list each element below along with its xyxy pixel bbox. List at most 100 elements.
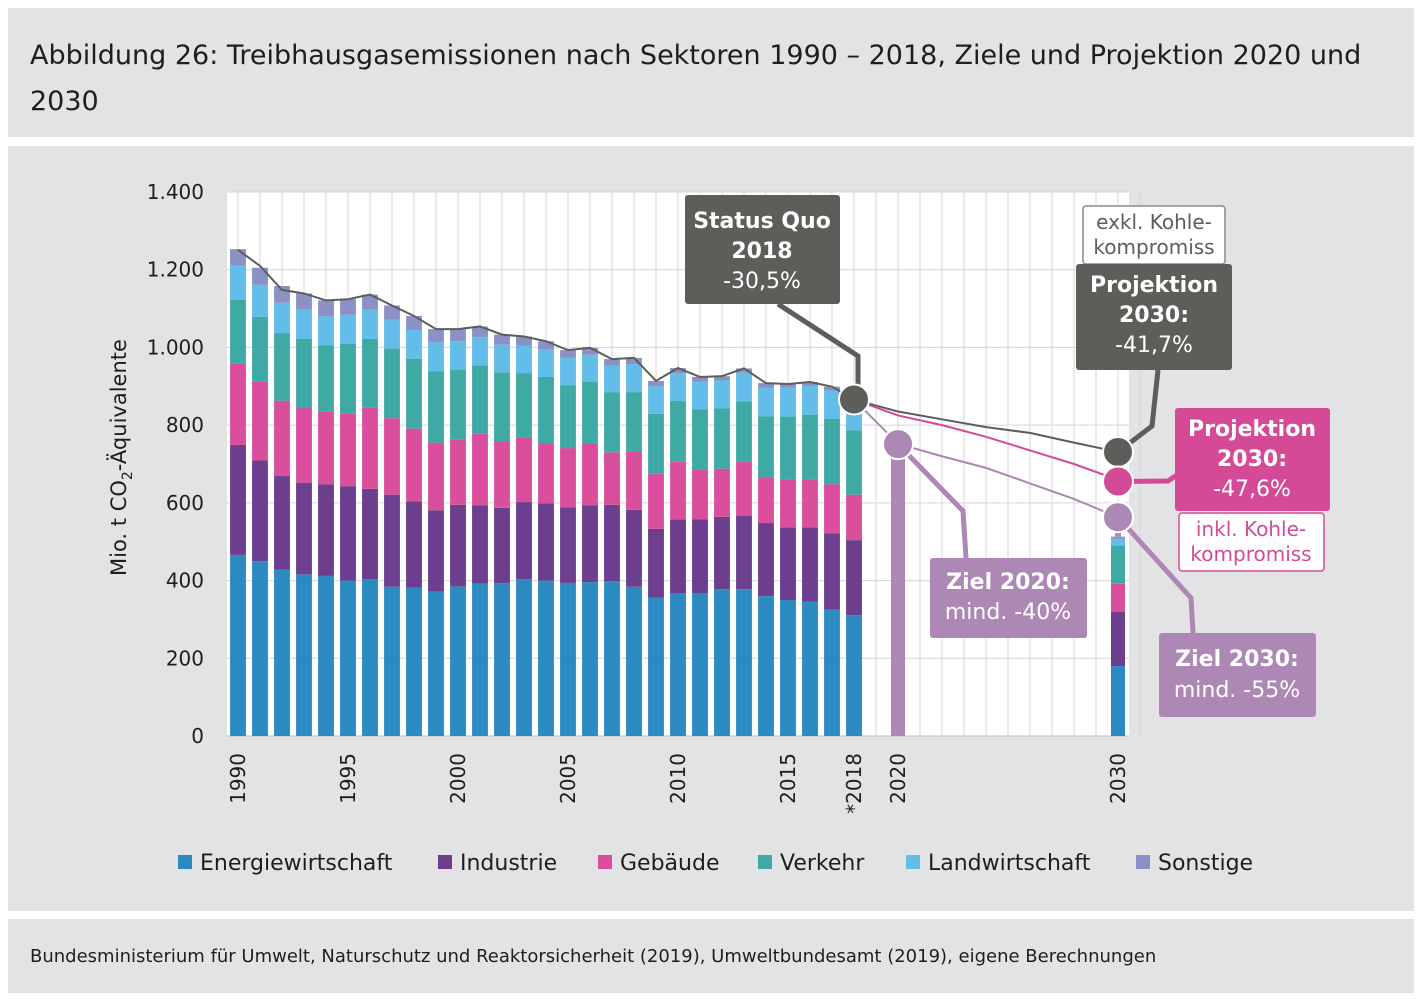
bar-segment xyxy=(692,469,708,520)
x-tick-label: 1990 xyxy=(226,753,250,804)
y-tick-label: 400 xyxy=(166,569,204,593)
bar-segment xyxy=(406,358,422,429)
bar-segment xyxy=(802,414,818,480)
bar-segment xyxy=(604,365,620,393)
ziel-2030-bar-segment xyxy=(1111,583,1125,612)
bar-segment xyxy=(560,448,576,508)
note-inkl-line1: inkl. Kohle- xyxy=(1196,517,1306,541)
bar-segment xyxy=(384,494,400,587)
bar-segment xyxy=(714,516,730,590)
bar-segment xyxy=(516,345,532,374)
bar-segment xyxy=(582,582,598,736)
bar-segment xyxy=(648,528,664,598)
bar-segment xyxy=(846,540,862,616)
bar-segment xyxy=(472,365,488,434)
bar-segment xyxy=(230,265,246,301)
bar-segment xyxy=(824,484,840,534)
bar-segment xyxy=(450,504,466,587)
bar-segment xyxy=(340,580,356,736)
bar-segment xyxy=(714,408,730,469)
bar-segment xyxy=(670,461,686,520)
bar-segment xyxy=(736,515,752,590)
bar-segment xyxy=(472,583,488,736)
projection-exkl-line1: Projektion xyxy=(1090,273,1218,298)
bar-segment xyxy=(274,333,290,401)
x-tick-label: *2018 xyxy=(842,753,866,814)
bar-segment xyxy=(252,267,268,285)
y-tick-label: 800 xyxy=(166,413,204,437)
bar-segment xyxy=(604,504,620,582)
ziel-2020-leader xyxy=(896,442,969,559)
bar-segment xyxy=(406,329,422,359)
bar-segment xyxy=(582,354,598,382)
bar-segment xyxy=(538,376,554,444)
bar-segment xyxy=(230,363,246,445)
bar-segment xyxy=(758,416,774,478)
bar-segment xyxy=(670,593,686,736)
bar-segment xyxy=(230,554,246,736)
marker-ziel-2020 xyxy=(882,428,914,461)
bar-segment xyxy=(604,359,620,366)
status-quo-box xyxy=(685,195,840,304)
bar-segment xyxy=(560,350,576,358)
projection-line-exkl xyxy=(853,398,1119,453)
bar-segment xyxy=(780,416,796,480)
ziel-2030-bar-segment xyxy=(1111,536,1125,539)
marker-ziel-2030 xyxy=(1102,501,1134,534)
bar-segment xyxy=(340,343,356,414)
bar-segment xyxy=(252,460,268,562)
bar-segment xyxy=(296,408,312,483)
legend-label: Gebäude xyxy=(620,851,719,876)
bar-segment xyxy=(670,368,686,374)
ziel-2030-bar-segment xyxy=(1111,666,1125,736)
source-note: Bundesministerium für Umwelt, Naturschut… xyxy=(30,946,1157,967)
bar-segment xyxy=(516,336,532,346)
bar-segment xyxy=(692,381,708,410)
bar-segment xyxy=(846,430,862,495)
bar-segment xyxy=(736,372,752,402)
bar-segment xyxy=(824,418,840,485)
bar-segment xyxy=(384,305,400,320)
status-quo-line1: Status Quo xyxy=(693,209,831,234)
ziel-2020-pillar xyxy=(891,444,905,736)
bar-segment xyxy=(362,579,378,736)
x-tick-label: 2020 xyxy=(886,753,910,804)
bar-segment xyxy=(428,329,444,343)
total-emissions-line xyxy=(237,249,855,401)
note-inkl-callout: inkl. Kohle- kompromiss xyxy=(1178,512,1325,572)
bar-segment xyxy=(296,293,312,310)
legend-swatch xyxy=(758,855,772,869)
bar-segment xyxy=(802,479,818,528)
bar-segment xyxy=(450,329,466,342)
bar-segment xyxy=(780,383,796,388)
projection-exkl-box xyxy=(1076,264,1232,370)
ziel-2030-bar-segment xyxy=(1111,545,1125,584)
bar-segment xyxy=(582,347,598,355)
bar-segment xyxy=(494,334,510,345)
legend-swatch xyxy=(598,855,612,869)
bar-segment xyxy=(736,368,752,373)
ziel-2030-leader xyxy=(1116,515,1196,634)
x-tick-label: 2015 xyxy=(776,753,800,804)
chart-panel: 0 200 400 600 800 1.000 1.200 1.400 Mio. t CO2-… xyxy=(8,146,1414,911)
bar-segment xyxy=(758,383,774,388)
bar-segment xyxy=(626,451,642,510)
bar-segment xyxy=(538,443,554,504)
bar-segment xyxy=(648,473,664,529)
projection-inkl-line1: Projektion xyxy=(1188,417,1316,442)
bar-segment xyxy=(340,486,356,581)
legend-label: Landwirtschaft xyxy=(928,851,1091,876)
legend-swatch xyxy=(178,855,192,869)
bar-segment xyxy=(406,587,422,736)
target-pillars xyxy=(891,444,1125,736)
markers xyxy=(838,383,1134,534)
bar-segment xyxy=(340,314,356,344)
bar-segment xyxy=(648,413,664,474)
bar-segment xyxy=(560,357,576,386)
bar-segment xyxy=(274,302,290,334)
bar-segment xyxy=(230,249,246,266)
bar-segment xyxy=(384,586,400,736)
chart-title: Abbildung 26: Treibhausgasemissionen nac… xyxy=(30,40,1362,117)
bar-segment xyxy=(714,376,730,381)
